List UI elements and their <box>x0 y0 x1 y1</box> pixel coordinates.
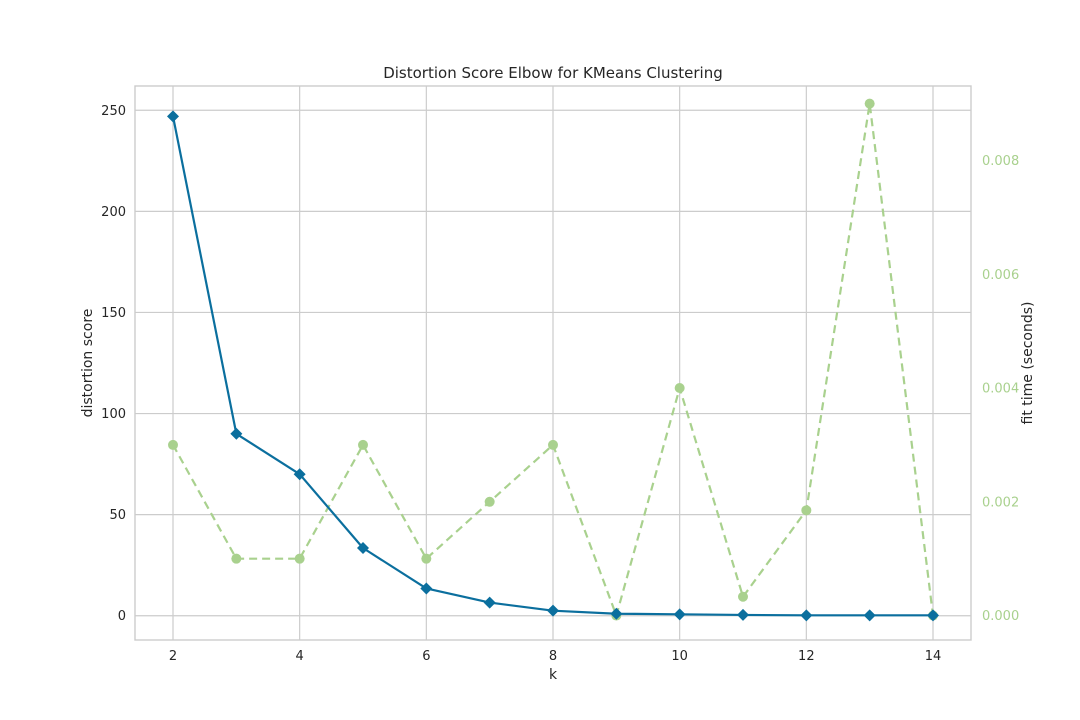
fit-time-point <box>358 439 368 450</box>
distortion-point <box>737 608 749 621</box>
y2-tick-label: 0.000 <box>982 609 1019 624</box>
y-tick-label: 250 <box>101 104 126 119</box>
y2-tick-label: 0.004 <box>982 382 1019 397</box>
distortion-point <box>863 609 876 622</box>
distortion-point <box>927 609 939 622</box>
x-tick-label: 6 <box>422 649 430 664</box>
y-tick-label: 50 <box>109 508 126 523</box>
fit-time-point <box>548 439 558 450</box>
distortion-point <box>547 604 559 617</box>
x-axis-label: k <box>549 667 558 683</box>
fit-time-point <box>294 553 305 564</box>
y2-tick-label: 0.002 <box>982 495 1019 510</box>
distortion-point <box>610 607 623 620</box>
x-tick-label: 14 <box>925 649 942 664</box>
fit-time-point <box>864 98 875 109</box>
distortion-point <box>800 609 813 622</box>
fit-time-point <box>231 553 242 564</box>
fit-time-point <box>801 505 812 516</box>
x-tick-label: 4 <box>296 649 304 664</box>
fit-time-point <box>484 496 495 507</box>
y-tick-label: 200 <box>101 205 126 220</box>
x-tick-label: 8 <box>549 649 557 664</box>
y2-tick-label: 0.006 <box>982 268 1019 283</box>
chart-title: Distortion Score Elbow for KMeans Cluste… <box>383 64 723 82</box>
distortion-point <box>230 427 243 440</box>
plot-frame <box>134 85 972 641</box>
distortion-point <box>420 582 433 595</box>
y-tick-label: 150 <box>101 306 126 321</box>
y-axis-label: distortion score <box>80 309 96 418</box>
y2-tick-label: 0.008 <box>982 154 1019 169</box>
distortion-point <box>293 468 306 481</box>
distortion-point <box>167 110 179 123</box>
x-tick-label: 2 <box>169 649 177 664</box>
fit-time-point <box>421 553 432 564</box>
distortion-point <box>673 608 686 621</box>
y2-axis-label: fit time (seconds) <box>1020 302 1036 425</box>
y-tick-label: 100 <box>101 407 126 422</box>
y-tick-label: 0 <box>118 609 126 624</box>
x-tick-label: 10 <box>671 649 688 664</box>
fit-time-point <box>674 383 685 394</box>
x-tick-label: 12 <box>798 649 815 664</box>
distortion-point <box>483 596 496 609</box>
distortion-point <box>357 542 369 555</box>
fit-time-point <box>168 439 178 450</box>
fit-time-point <box>738 591 748 602</box>
